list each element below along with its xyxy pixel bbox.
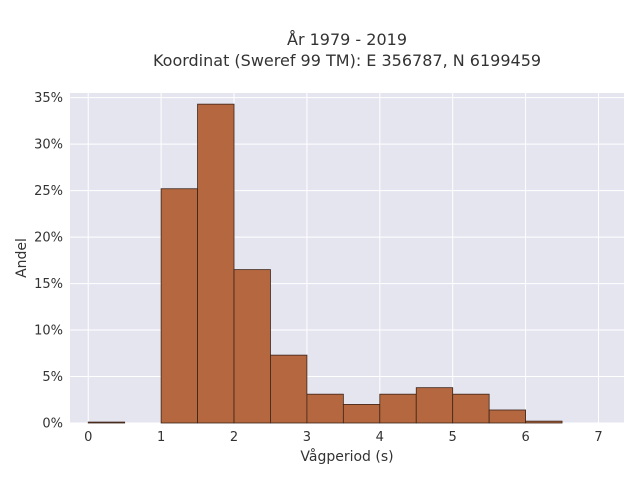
x-tick-label: 4 [376,430,384,445]
y-axis-title: Andel [14,238,30,278]
x-tick-label: 7 [594,430,602,445]
histogram-bar [197,103,235,424]
histogram-bar [160,188,198,424]
chart-title-line-2: Koordinat (Sweref 99 TM): E 356787, N 61… [153,51,541,70]
x-tick-label: 0 [84,430,92,445]
x-tick-label: 1 [157,430,165,445]
chart-title-line-1: År 1979 - 2019 [287,30,407,49]
histogram-bar [87,421,126,424]
y-tick-label: 5% [42,370,63,385]
histogram-bar [270,354,308,424]
y-tick-label: 35% [34,91,63,106]
x-tick-label: 6 [521,430,529,445]
histogram-bar [415,387,454,424]
histogram-bar [379,393,417,424]
x-axis-ticks: 0 1 2 3 4 5 6 7 [84,430,603,445]
y-tick-label: 0% [42,417,63,432]
x-tick-label: 2 [230,430,238,445]
x-tick-label: 3 [303,430,311,445]
histogram-bars [87,103,563,424]
histogram-bar [488,409,526,424]
y-tick-label: 30% [34,138,63,153]
x-axis-title: Vågperiod (s) [300,448,393,465]
y-tick-label: 25% [34,184,63,199]
y-tick-label: 20% [34,231,63,246]
histogram-bar [306,393,344,424]
y-tick-label: 15% [34,277,63,292]
histogram-bar [233,269,271,424]
y-tick-label: 10% [34,324,63,339]
histogram-bar [452,393,490,424]
plot-area [70,93,624,423]
histogram-bar [342,404,381,424]
y-axis-ticks: 0% 5% 10% 15% 20% 25% 30% 35% [34,91,63,431]
histogram-bar [525,420,563,424]
x-tick-label: 5 [449,430,457,445]
